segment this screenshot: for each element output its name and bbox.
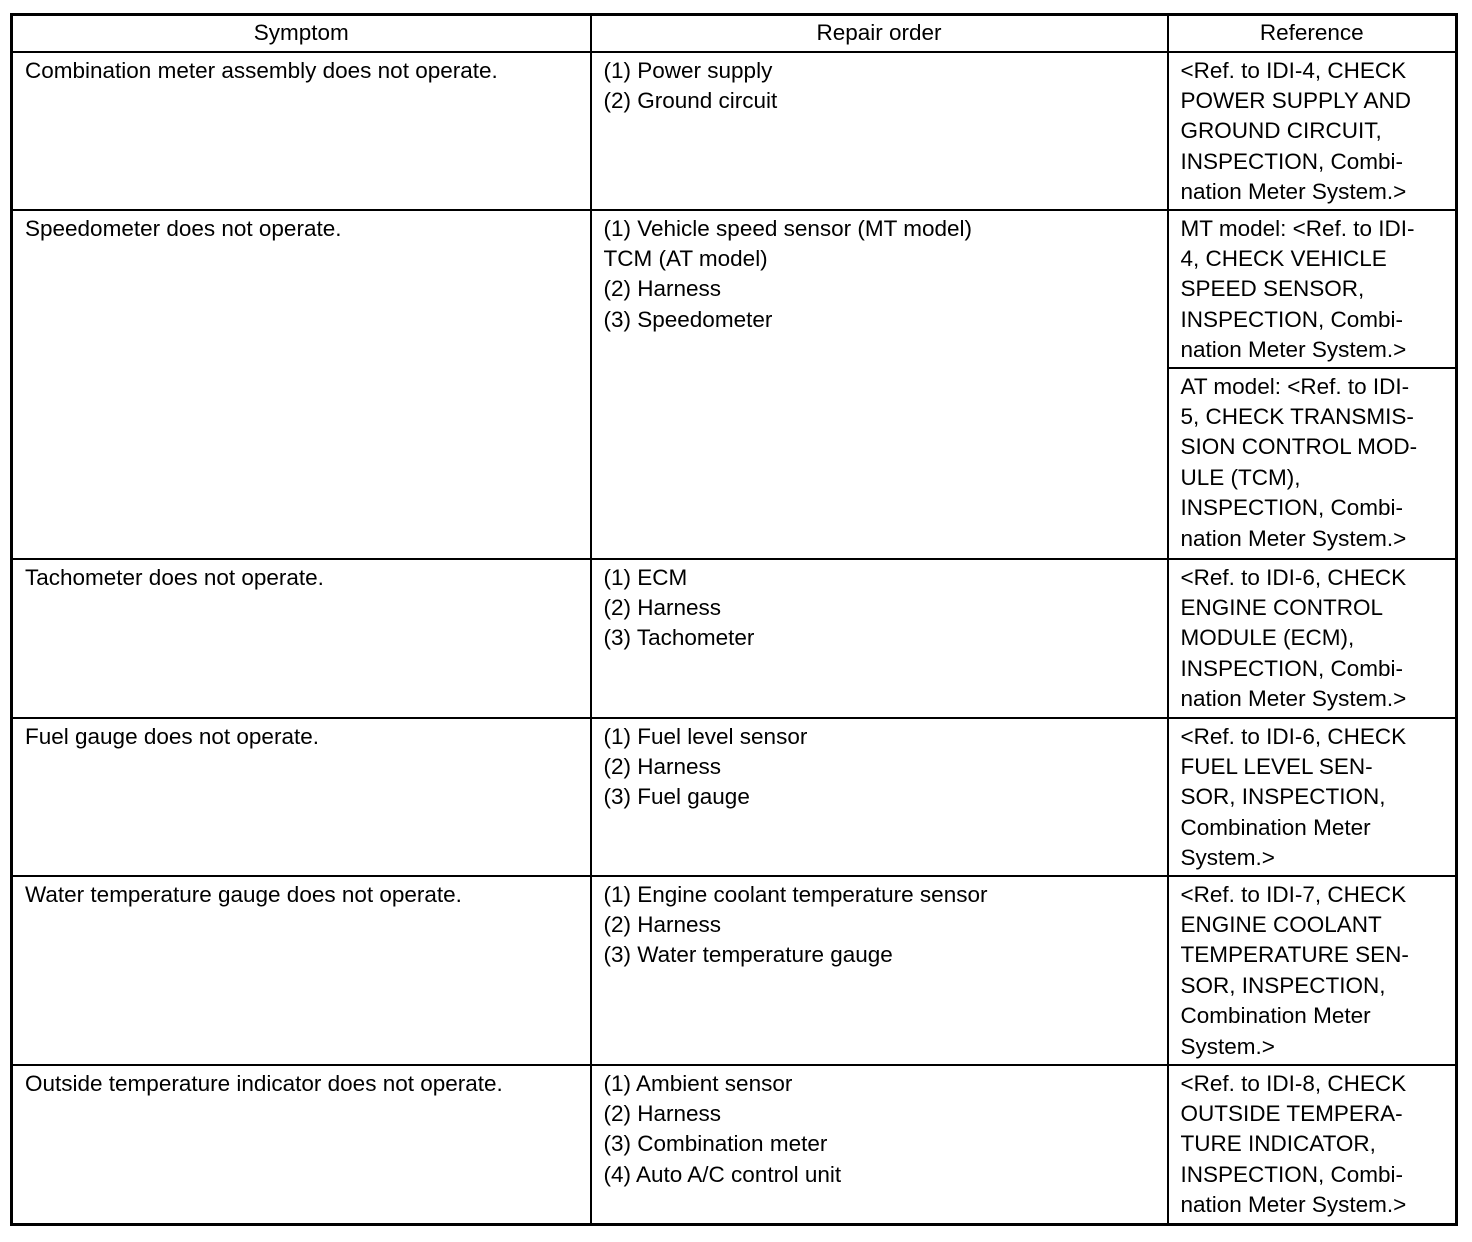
table-row: Combination meter assembly does not oper… [10,50,1458,211]
symptom-cell: Outside temperature indicator does not o… [10,1063,592,1226]
symptom-cell: Water temperature gauge does not operate… [10,874,592,1066]
repair-order-cell: (1) Vehicle speed sensor (MT model) TCM … [589,208,1169,560]
header-repair-order: Repair order [589,13,1169,53]
reference-cell-mt: MT model: <Ref. to IDI- 4, CHECK VEHICLE… [1166,208,1458,369]
header-row: Symptom Repair order Reference [10,13,1458,53]
header-reference: Reference [1166,13,1458,53]
table-subrow: AT model: <Ref. to IDI- 5, CHECK TRANSMI… [12,366,1458,560]
symptom-cell: Fuel gauge does not operate. [10,716,592,877]
symptom-cell: Speedometer does not operate. [10,208,592,560]
header-symptom: Symptom [10,13,592,53]
reference-cell: <Ref. to IDI-7, CHECK ENGINE COOLANT TEM… [1166,874,1458,1066]
table-row: Outside temperature indicator does not o… [10,1063,1458,1226]
reference-cell: <Ref. to IDI-8, CHECK OUTSIDE TEMPERA- T… [1166,1063,1458,1226]
repair-order-cell: (1) ECM (2) Harness (3) Tachometer [589,557,1169,719]
symptom-cell: Combination meter assembly does not oper… [10,50,592,211]
repair-order-cell: (1) Ambient sensor (2) Harness (3) Combi… [589,1063,1169,1226]
reference-cell-at: AT model: <Ref. to IDI- 5, CHECK TRANSMI… [1166,366,1458,560]
repair-order-cell: (1) Fuel level sensor (2) Harness (3) Fu… [589,716,1169,877]
repair-order-cell: (1) Power supply (2) Ground circuit [589,50,1169,211]
reference-cell: <Ref. to IDI-6, CHECK ENGINE CONTROL MOD… [1166,557,1458,719]
diagnostics-table: Symptom Repair order Reference Combinati… [10,13,1458,1226]
table-row: Water temperature gauge does not operate… [10,874,1458,1066]
reference-cell: <Ref. to IDI-6, CHECK FUEL LEVEL SEN- SO… [1166,716,1458,877]
repair-order-cell: (1) Engine coolant temperature sensor (2… [589,874,1169,1066]
table-row: Tachometer does not operate. (1) ECM (2)… [10,557,1458,719]
table-row: Speedometer does not operate. (1) Vehicl… [10,208,1458,560]
reference-cell: <Ref. to IDI-4, CHECK POWER SUPPLY AND G… [1166,50,1458,211]
symptom-cell: Tachometer does not operate. [10,557,592,719]
table-row: Fuel gauge does not operate. (1) Fuel le… [10,716,1458,877]
